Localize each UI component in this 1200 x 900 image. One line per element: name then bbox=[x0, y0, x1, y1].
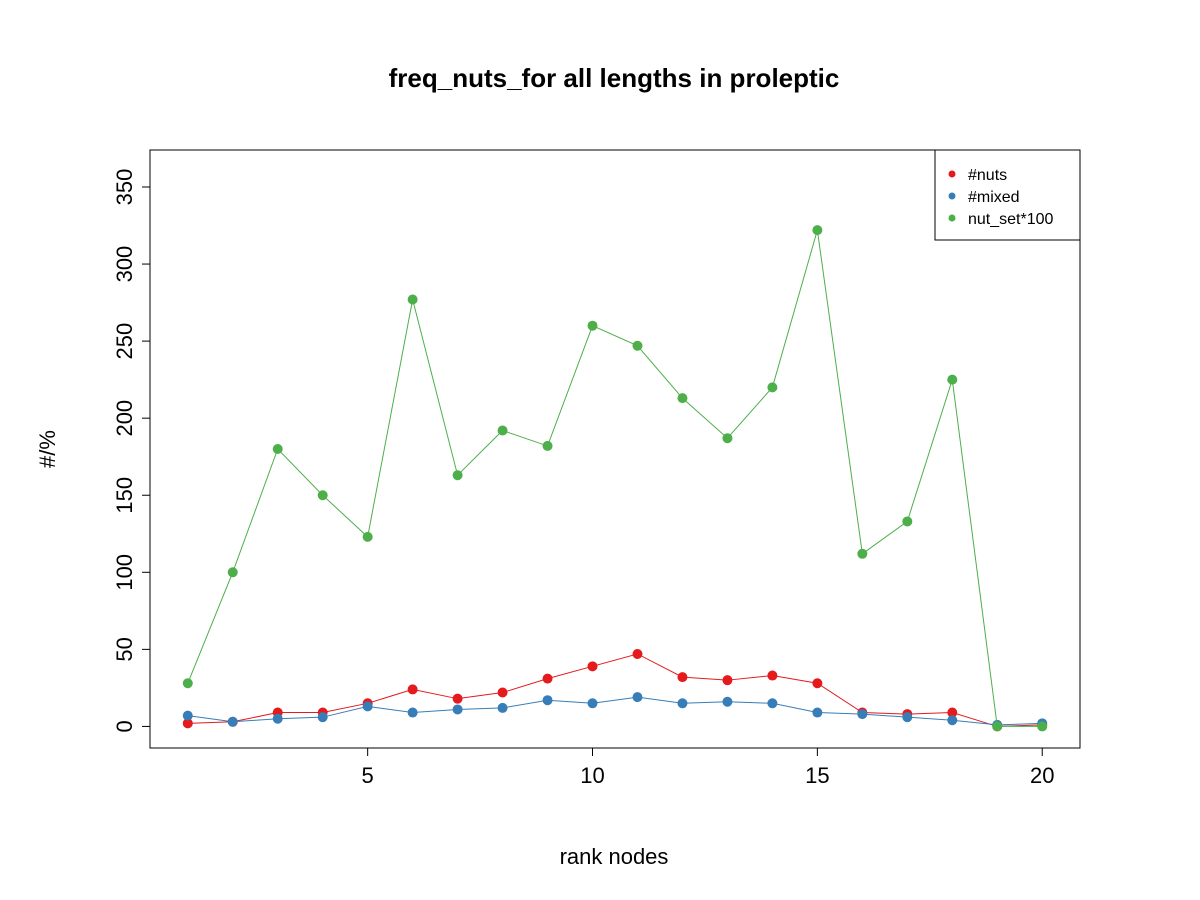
data-point bbox=[542, 695, 553, 706]
y-tick-label: 100 bbox=[112, 554, 137, 591]
data-point bbox=[407, 684, 418, 695]
legend: #nuts #mixed nut_set*100 bbox=[934, 149, 1081, 241]
legend-marker bbox=[948, 214, 956, 222]
x-axis-label: rank nodes bbox=[560, 844, 669, 869]
data-point bbox=[677, 393, 688, 404]
y-tick-label: 150 bbox=[112, 477, 137, 514]
legend-box bbox=[934, 149, 1081, 241]
data-point bbox=[497, 425, 508, 436]
data-point bbox=[812, 707, 823, 718]
data-point bbox=[227, 567, 238, 578]
legend-label: #mixed bbox=[968, 189, 1020, 206]
data-point bbox=[1037, 721, 1048, 732]
data-point bbox=[587, 320, 598, 331]
y-tick-label: 350 bbox=[112, 169, 137, 206]
chart-title: freq_nuts_for all lengths in proleptic bbox=[389, 63, 840, 93]
y-tick-label: 50 bbox=[112, 637, 137, 661]
data-point bbox=[947, 707, 958, 718]
series-line bbox=[187, 653, 1043, 727]
y-tick-label: 0 bbox=[112, 720, 137, 732]
data-point bbox=[812, 678, 823, 689]
data-point bbox=[272, 713, 283, 724]
series-2 bbox=[182, 225, 1048, 732]
y-tick-label: 300 bbox=[112, 246, 137, 283]
data-point bbox=[542, 440, 553, 451]
data-point bbox=[632, 692, 643, 703]
data-point bbox=[902, 516, 913, 527]
data-point bbox=[497, 702, 508, 713]
series-0 bbox=[182, 648, 1048, 732]
data-point bbox=[452, 470, 463, 481]
data-point bbox=[542, 673, 553, 684]
legend-label: #nuts bbox=[968, 167, 1007, 184]
series-layer bbox=[182, 225, 1048, 732]
data-point bbox=[947, 715, 958, 726]
y-axis-label: #/% bbox=[35, 430, 60, 468]
data-point bbox=[992, 721, 1003, 732]
data-point bbox=[857, 548, 868, 559]
data-point bbox=[227, 716, 238, 727]
legend-marker bbox=[948, 170, 956, 178]
data-point bbox=[362, 701, 373, 712]
data-point bbox=[362, 531, 373, 542]
y-axis: 0 50 100 150 200 250 300 350 bbox=[112, 169, 151, 733]
data-point bbox=[272, 444, 283, 454]
data-point bbox=[632, 648, 643, 659]
data-point bbox=[182, 710, 193, 721]
data-point bbox=[497, 687, 508, 698]
data-point bbox=[722, 696, 733, 707]
data-point bbox=[587, 661, 598, 672]
data-point bbox=[407, 707, 418, 718]
x-axis: 5 10 15 20 bbox=[362, 747, 1054, 788]
data-point bbox=[317, 490, 328, 501]
legend-marker bbox=[948, 192, 956, 200]
series-line bbox=[187, 696, 1043, 726]
data-point bbox=[407, 294, 418, 305]
data-point bbox=[767, 698, 778, 709]
series-line bbox=[187, 230, 1043, 727]
series-1 bbox=[182, 692, 1048, 730]
data-point bbox=[857, 709, 868, 720]
data-point bbox=[902, 712, 913, 723]
y-tick-label: 200 bbox=[112, 400, 137, 437]
data-point bbox=[767, 382, 778, 393]
data-point bbox=[452, 693, 463, 704]
data-point bbox=[677, 698, 688, 709]
x-tick-label: 5 bbox=[362, 763, 374, 788]
legend-label: nut_set*100 bbox=[968, 211, 1054, 228]
data-point bbox=[722, 675, 733, 686]
data-point bbox=[182, 718, 193, 729]
y-tick-label: 250 bbox=[112, 323, 137, 360]
data-point bbox=[947, 374, 958, 385]
data-point bbox=[632, 340, 643, 351]
data-point bbox=[317, 712, 328, 723]
data-point bbox=[812, 225, 823, 236]
data-point bbox=[767, 670, 778, 681]
x-tick-label: 20 bbox=[1030, 763, 1054, 788]
data-point bbox=[677, 672, 688, 683]
x-tick-label: 15 bbox=[805, 763, 829, 788]
data-point bbox=[182, 678, 193, 689]
data-point bbox=[452, 704, 463, 715]
data-point bbox=[587, 698, 598, 709]
data-point bbox=[722, 433, 733, 444]
x-tick-label: 10 bbox=[580, 763, 604, 788]
